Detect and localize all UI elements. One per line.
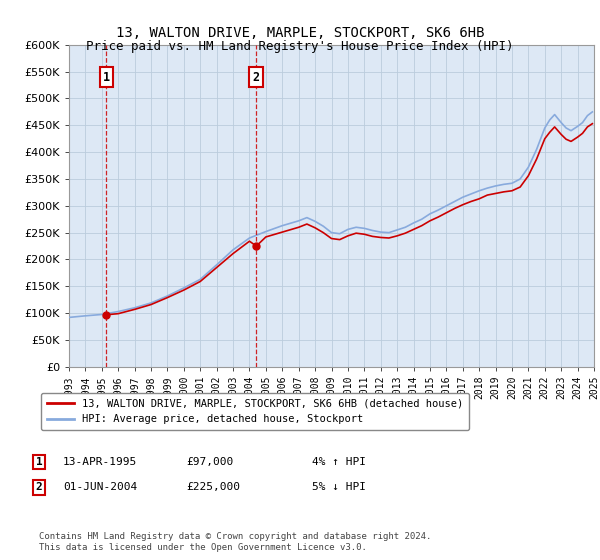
Text: Contains HM Land Registry data © Crown copyright and database right 2024.
This d: Contains HM Land Registry data © Crown c… — [39, 532, 431, 552]
Text: 13-APR-1995: 13-APR-1995 — [63, 457, 137, 467]
Text: 4% ↑ HPI: 4% ↑ HPI — [312, 457, 366, 467]
Text: 13, WALTON DRIVE, MARPLE, STOCKPORT, SK6 6HB: 13, WALTON DRIVE, MARPLE, STOCKPORT, SK6… — [116, 26, 484, 40]
Text: Price paid vs. HM Land Registry's House Price Index (HPI): Price paid vs. HM Land Registry's House … — [86, 40, 514, 53]
Text: 5% ↓ HPI: 5% ↓ HPI — [312, 482, 366, 492]
Text: 1: 1 — [103, 71, 110, 83]
Text: £97,000: £97,000 — [186, 457, 233, 467]
Legend: 13, WALTON DRIVE, MARPLE, STOCKPORT, SK6 6HB (detached house), HPI: Average pric: 13, WALTON DRIVE, MARPLE, STOCKPORT, SK6… — [41, 393, 469, 431]
Text: 2: 2 — [35, 482, 43, 492]
Text: £225,000: £225,000 — [186, 482, 240, 492]
Text: 01-JUN-2004: 01-JUN-2004 — [63, 482, 137, 492]
Text: 2: 2 — [253, 71, 260, 83]
Text: 1: 1 — [35, 457, 43, 467]
